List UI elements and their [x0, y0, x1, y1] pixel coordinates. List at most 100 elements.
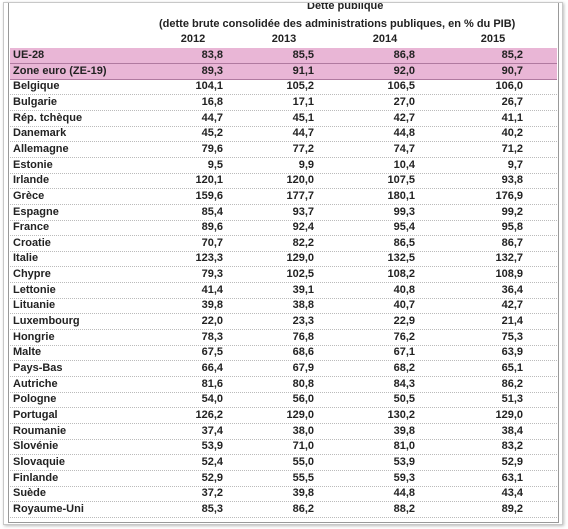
country: Espagne: [13, 205, 59, 218]
country: Autriche: [13, 377, 58, 390]
country: Lituanie: [13, 299, 56, 312]
cell: 56,0: [292, 393, 314, 406]
country: Irlande: [13, 174, 50, 187]
cell: 88,2: [393, 502, 415, 515]
cell: 120,0: [286, 174, 314, 187]
cell: 45,2: [201, 127, 223, 140]
cell: 176,9: [495, 189, 523, 202]
country: Danemark: [13, 127, 67, 140]
table-row: [10, 267, 557, 284]
country: Bulgarie: [13, 95, 58, 108]
table-row: [10, 205, 557, 221]
table-row: [10, 189, 557, 205]
cell: 85,3: [201, 502, 223, 515]
cell: 78,3: [201, 330, 223, 343]
table-row: [10, 158, 557, 174]
cell: 77,2: [292, 142, 314, 155]
cell: 68,2: [393, 362, 415, 374]
cell: 84,3: [393, 377, 415, 390]
cell: 76,8: [292, 330, 314, 343]
cell: 99,3: [393, 205, 415, 218]
country: Pays-Bas: [13, 362, 63, 374]
cell: 26,7: [501, 95, 523, 108]
cell: 50,5: [393, 393, 415, 406]
country: Croatie: [13, 236, 51, 249]
cell: 41,4: [201, 283, 223, 296]
country: Finlande: [13, 471, 59, 484]
table-row: [10, 314, 557, 331]
cell: 67,5: [201, 346, 223, 359]
cell: 79,3: [201, 268, 223, 281]
country: Slovénie: [13, 440, 59, 453]
cell: 71,2: [501, 142, 523, 155]
table-row: [10, 486, 557, 503]
table-row: [10, 220, 557, 237]
country: France: [13, 221, 50, 234]
table-row: [10, 377, 557, 393]
country: Roumanie: [13, 424, 67, 437]
cell: 91,1: [292, 64, 314, 77]
cell: 41,1: [501, 111, 523, 124]
cell: 44,7: [201, 111, 223, 124]
cell: 44,8: [393, 127, 415, 140]
cell: 83,8: [201, 49, 223, 61]
year-header: 2015: [480, 33, 506, 45]
cell: 104,1: [195, 80, 223, 93]
cell: 86,2: [292, 502, 314, 515]
cell: 22,0: [201, 315, 223, 328]
cell: 52,9: [501, 455, 523, 468]
cell: 85,5: [292, 49, 314, 61]
country: Chypre: [13, 268, 51, 281]
cell: 42,7: [501, 299, 523, 312]
cell: 37,4: [201, 424, 223, 437]
cell: 129,0: [286, 252, 314, 265]
table-row: [10, 502, 557, 518]
title: Dette publique: [307, 2, 384, 12]
cell: 40,8: [393, 283, 415, 296]
cell: 55,5: [292, 471, 314, 484]
cell: 59,3: [393, 471, 415, 484]
cell: 120,1: [195, 174, 223, 187]
cell: 67,1: [393, 346, 415, 359]
country: Malte: [13, 346, 42, 359]
cell: 93,8: [501, 174, 523, 187]
cell: 39,8: [292, 487, 314, 500]
cell: 36,4: [501, 283, 523, 296]
cell: 93,7: [292, 205, 314, 218]
cell: 53,9: [393, 455, 415, 468]
cell: 55,0: [292, 455, 314, 468]
cell: 44,7: [292, 127, 314, 140]
table: Dette publique (dette brute consolidée d…: [8, 3, 559, 523]
cell: 38,0: [292, 424, 314, 437]
cell: 106,5: [387, 80, 415, 93]
subtitle: (dette brute consolidée des administrati…: [159, 18, 516, 30]
cell: 9,5: [207, 158, 223, 171]
cell: 38,8: [292, 299, 314, 312]
cell: 86,2: [501, 377, 523, 390]
frame: Dette publique (dette brute consolidée d…: [3, 2, 563, 525]
cell: 90,7: [501, 64, 523, 77]
cell: 105,2: [286, 80, 314, 93]
cell: 42,7: [393, 111, 415, 124]
cell: 81,0: [393, 440, 415, 453]
country: Allemagne: [13, 142, 69, 155]
country: Luxembourg: [13, 315, 80, 328]
cell: 16,8: [201, 95, 223, 108]
cell: 82,2: [292, 236, 314, 249]
cell: 63,9: [501, 346, 523, 359]
cell: 81,6: [201, 377, 223, 390]
table-row: [10, 330, 557, 346]
country: Italie: [13, 252, 39, 265]
cell: 27,0: [393, 95, 415, 108]
table-row: [10, 345, 557, 362]
country: Grèce: [13, 189, 45, 202]
table-row: [10, 298, 557, 315]
cell: 80,8: [292, 377, 314, 390]
cell: 39,8: [393, 424, 415, 437]
cell: 132,5: [387, 252, 415, 265]
cell: 76,2: [393, 330, 415, 343]
country: Rép. tchèque: [13, 111, 83, 124]
cell: 89,3: [201, 64, 223, 77]
table-row: [10, 424, 557, 440]
cell: 39,1: [292, 283, 314, 296]
